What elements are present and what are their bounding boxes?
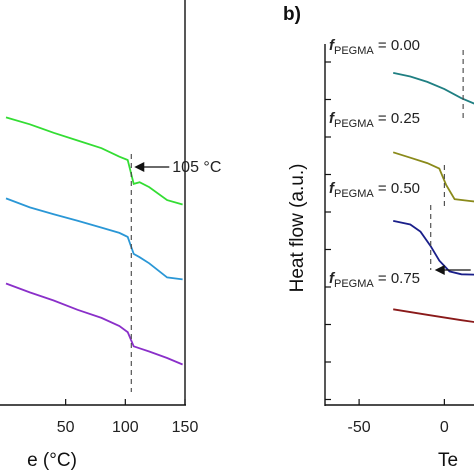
panel-b-annotations	[430, 50, 471, 275]
series-label-f: f	[329, 270, 336, 287]
panel-b-series-line-0	[393, 72, 474, 105]
series-label-value: = 0.75	[374, 270, 420, 287]
panel-b-series	[392, 72, 474, 323]
panel-a-series-line-2	[5, 282, 183, 366]
panel-b-ylabel: Heat flow (a.u.)	[287, 164, 308, 293]
panel-a-annotation-label: 105 °C	[172, 159, 221, 176]
panel-a-x-tick-label: 150	[172, 419, 199, 436]
panel-b-series-label-2: fPEGMA = 0.50	[329, 180, 420, 200]
series-label-f: f	[329, 180, 336, 197]
panel-a-series-line-0	[5, 116, 183, 206]
panel-a-series-line-1	[5, 197, 183, 281]
series-label-subscript: PEGMA	[334, 188, 374, 200]
panel-b-series-label-0: fPEGMA = 0.00	[329, 37, 420, 57]
panel-b-x-tick-label: -50	[348, 419, 371, 436]
series-label-value: = 0.50	[374, 180, 420, 197]
panel-b-x-tick-label: 0	[440, 419, 449, 436]
panel-b-label: b)	[283, 4, 301, 25]
panel-a-annotations: 105 °C	[130, 154, 221, 392]
panel-b-ticks: -50 0	[348, 399, 449, 436]
panel-b-annotation-arrow-head	[434, 265, 445, 275]
series-label-value: = 0.00	[374, 37, 420, 54]
series-label-subscript: PEGMA	[334, 118, 374, 130]
panel-b-series-line-2	[393, 220, 474, 276]
panel-a-x-tick-label: 50	[57, 419, 75, 436]
panel-a-series	[5, 116, 183, 366]
panel-a-annotation-arrow-head	[134, 162, 145, 172]
panel-b-yticks	[325, 61, 331, 401]
panel-a-ticks: 50 100 150	[57, 399, 199, 436]
series-label-f: f	[329, 110, 336, 127]
series-label-value: = 0.25	[374, 110, 420, 127]
panel-b-series-line-1	[392, 151, 474, 203]
panel-a-x-tick-label: 100	[112, 419, 139, 436]
panel-b-series-label-1: fPEGMA = 0.25	[329, 110, 420, 130]
panel-a-xlabel: e (°C)	[27, 450, 77, 471]
panel-b-series-label-3: fPEGMA = 0.75	[329, 270, 420, 290]
panel-b-xlabel: Te	[438, 450, 458, 471]
series-label-f: f	[329, 37, 336, 54]
series-label-subscript: PEGMA	[334, 278, 374, 290]
panel-b-series-line-3	[393, 308, 474, 323]
series-label-subscript: PEGMA	[334, 45, 374, 57]
panel-a: 50 100 150 105 °C e (°C)	[0, 0, 221, 471]
